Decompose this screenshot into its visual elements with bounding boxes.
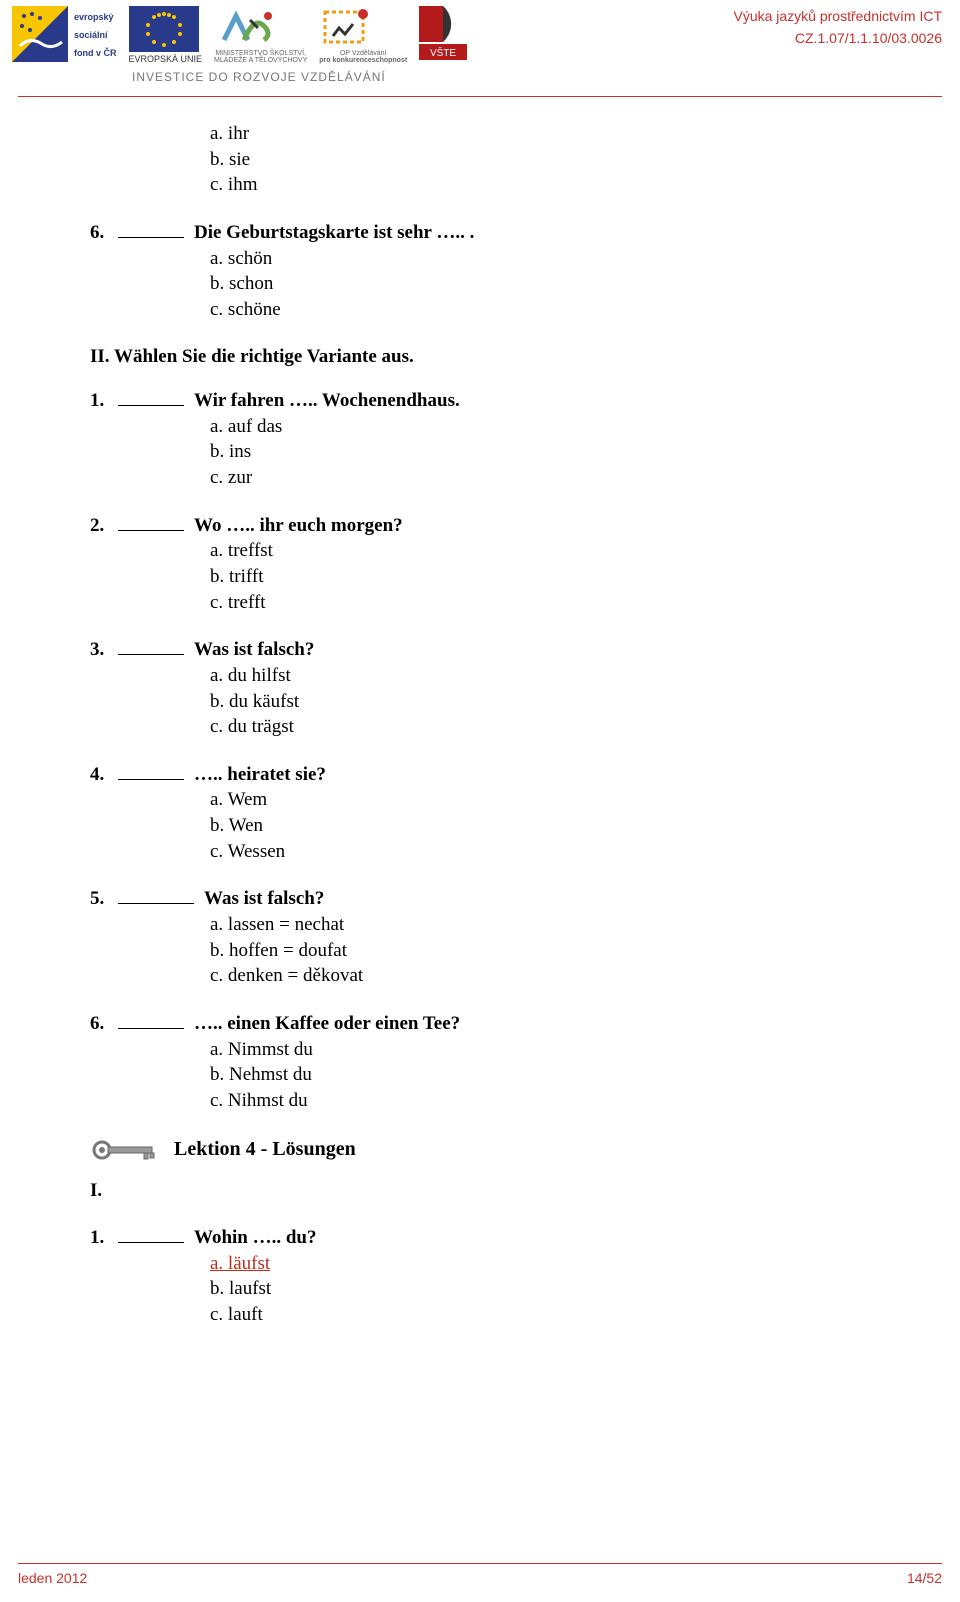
ans1-text: Wohin ….. du? xyxy=(194,1225,317,1251)
blank-line xyxy=(118,654,184,655)
ans1-opt-b: b. laufst xyxy=(210,1276,870,1302)
opvk-caption-2: pro konkurenceschopnost xyxy=(319,57,407,64)
q6-num: 6. xyxy=(90,1011,118,1037)
question-3: 3. Was ist falsch? a. du hilfst b. du kä… xyxy=(90,637,870,740)
page-header: evropský sociální fond v ČR EVROPSKÁ UNI… xyxy=(0,0,960,96)
msmt-caption-1: MINISTERSTVO ŠKOLSTVÍ, xyxy=(214,50,307,57)
question-5: 5. Was ist falsch? a. lassen = nechat b.… xyxy=(90,886,870,989)
eu-flag-icon xyxy=(129,6,199,52)
header-project-title: Výuka jazyků prostřednictvím ICT xyxy=(733,8,942,24)
esf-caption-2: sociální xyxy=(74,30,108,40)
q4-opt-b: b. Wen xyxy=(210,813,870,839)
q4-opt-c: c. Wessen xyxy=(210,839,870,865)
blank-line xyxy=(118,1028,184,1029)
vste-text: VŠTE xyxy=(430,46,456,59)
opvk-caption-1: OP Vzdělávání xyxy=(319,50,407,57)
vste-icon: VŠTE xyxy=(419,6,467,62)
q6top-opt-c: c. schöne xyxy=(210,297,870,323)
q6-opt-b: b. Nehmst du xyxy=(210,1062,870,1088)
q5-opt-a: a. lassen = nechat xyxy=(210,912,870,938)
q1-num: 1. xyxy=(90,388,118,414)
q5-opt-c: c. denken = děkovat xyxy=(210,963,870,989)
solutions-heading-row: Lektion 4 - Lösungen xyxy=(90,1136,870,1164)
leading-options: a. ihr b. sie c. ihm xyxy=(90,121,870,198)
q6top-num: 6. xyxy=(90,220,118,246)
footer-page: 14/52 xyxy=(907,1570,942,1586)
q3-opt-b: b. du käufst xyxy=(210,689,870,715)
blank-line xyxy=(118,530,184,531)
eu-logo: EVROPSKÁ UNIE xyxy=(129,6,203,64)
msmt-logo: MINISTERSTVO ŠKOLSTVÍ, MLÁDEŽE A TĚLOVÝC… xyxy=(214,6,307,64)
key-icon xyxy=(90,1136,160,1164)
ans1-opt-a: a. läufst xyxy=(210,1251,870,1277)
esf-caption-3: fond v ČR xyxy=(74,48,117,58)
q3-opt-a: a. du hilfst xyxy=(210,663,870,689)
section-ii-title: II. Wählen Sie die richtige Variante aus… xyxy=(90,344,870,370)
q5-opt-b: b. hoffen = doufat xyxy=(210,938,870,964)
pre-opt-c: c. ihm xyxy=(210,172,870,198)
q5-num: 5. xyxy=(90,886,118,912)
question-4: 4. ….. heiratet sie? a. Wem b. Wen c. We… xyxy=(90,762,870,865)
blank-line xyxy=(118,903,194,904)
q5-text: Was ist falsch? xyxy=(204,886,324,912)
esf-flag-icon xyxy=(12,6,68,62)
q4-text: ….. heiratet sie? xyxy=(194,762,326,788)
opvk-logo: OP Vzdělávání pro konkurenceschopnost xyxy=(319,6,407,64)
q3-num: 3. xyxy=(90,637,118,663)
question-6-top: 6. Die Geburtstagskarte ist sehr ….. . a… xyxy=(90,220,870,323)
msmt-caption-2: MLÁDEŽE A TĚLOVÝCHOVY xyxy=(214,57,307,64)
q2-opt-b: b. trifft xyxy=(210,564,870,590)
blank-line xyxy=(118,779,184,780)
header-subcaption: INVESTICE DO ROZVOJE VZDĚLÁVÁNÍ xyxy=(132,70,386,84)
q2-opt-a: a. treffst xyxy=(210,538,870,564)
ans1-num: 1. xyxy=(90,1225,118,1251)
solutions-title: Lektion 4 - Lösungen xyxy=(174,1136,356,1163)
esf-caption-1: evropský xyxy=(74,12,114,22)
q6top-opt-a: a. schön xyxy=(210,246,870,272)
q6top-text: Die Geburtstagskarte ist sehr ….. . xyxy=(194,220,474,246)
q1-opt-a: a. auf das xyxy=(210,414,870,440)
opvk-icon xyxy=(319,6,375,50)
question-1: 1. Wir fahren ….. Wochenendhaus. a. auf … xyxy=(90,388,870,491)
q6top-opt-b: b. schon xyxy=(210,271,870,297)
q6-text: ….. einen Kaffee oder einen Tee? xyxy=(194,1011,460,1037)
q2-num: 2. xyxy=(90,513,118,539)
msmt-icon xyxy=(214,6,284,50)
q1-opt-c: c. zur xyxy=(210,465,870,491)
question-6: 6. ….. einen Kaffee oder einen Tee? a. N… xyxy=(90,1011,870,1114)
blank-line xyxy=(118,237,184,238)
pre-opt-b: b. sie xyxy=(210,147,870,173)
q2-text: Wo ….. ihr euch morgen? xyxy=(194,513,403,539)
q4-opt-a: a. Wem xyxy=(210,787,870,813)
answer-1: 1. Wohin ….. du? a. läufst b. laufst c. … xyxy=(90,1225,870,1328)
pre-opt-a: a. ihr xyxy=(210,121,870,147)
section-i-label: I. xyxy=(90,1180,102,1201)
eu-caption: EVROPSKÁ UNIE xyxy=(129,54,203,64)
vste-logo: VŠTE xyxy=(419,6,467,62)
blank-line xyxy=(118,405,184,406)
q1-text: Wir fahren ….. Wochenendhaus. xyxy=(194,388,460,414)
page-footer: leden 2012 14/52 xyxy=(0,1563,960,1586)
footer-date: leden 2012 xyxy=(18,1570,87,1586)
page-content: a. ihr b. sie c. ihm 6. Die Geburtstagsk… xyxy=(0,97,960,1328)
question-2: 2. Wo ….. ihr euch morgen? a. treffst b.… xyxy=(90,513,870,616)
esf-logo: evropský sociální fond v ČR xyxy=(12,6,117,62)
footer-rule xyxy=(18,1563,942,1564)
header-right: Výuka jazyků prostřednictvím ICT CZ.1.07… xyxy=(733,8,942,46)
q3-opt-c: c. du trägst xyxy=(210,714,870,740)
q6-opt-a: a. Nimmst du xyxy=(210,1037,870,1063)
q1-opt-b: b. ins xyxy=(210,439,870,465)
q4-num: 4. xyxy=(90,762,118,788)
q2-opt-c: c. trefft xyxy=(210,590,870,616)
q3-text: Was ist falsch? xyxy=(194,637,314,663)
section-i: I. xyxy=(90,1178,870,1204)
q6-opt-c: c. Nihmst du xyxy=(210,1088,870,1114)
header-project-code: CZ.1.07/1.1.10/03.0026 xyxy=(733,30,942,46)
blank-line xyxy=(118,1242,184,1243)
ans1-opt-c: c. lauft xyxy=(210,1302,870,1328)
